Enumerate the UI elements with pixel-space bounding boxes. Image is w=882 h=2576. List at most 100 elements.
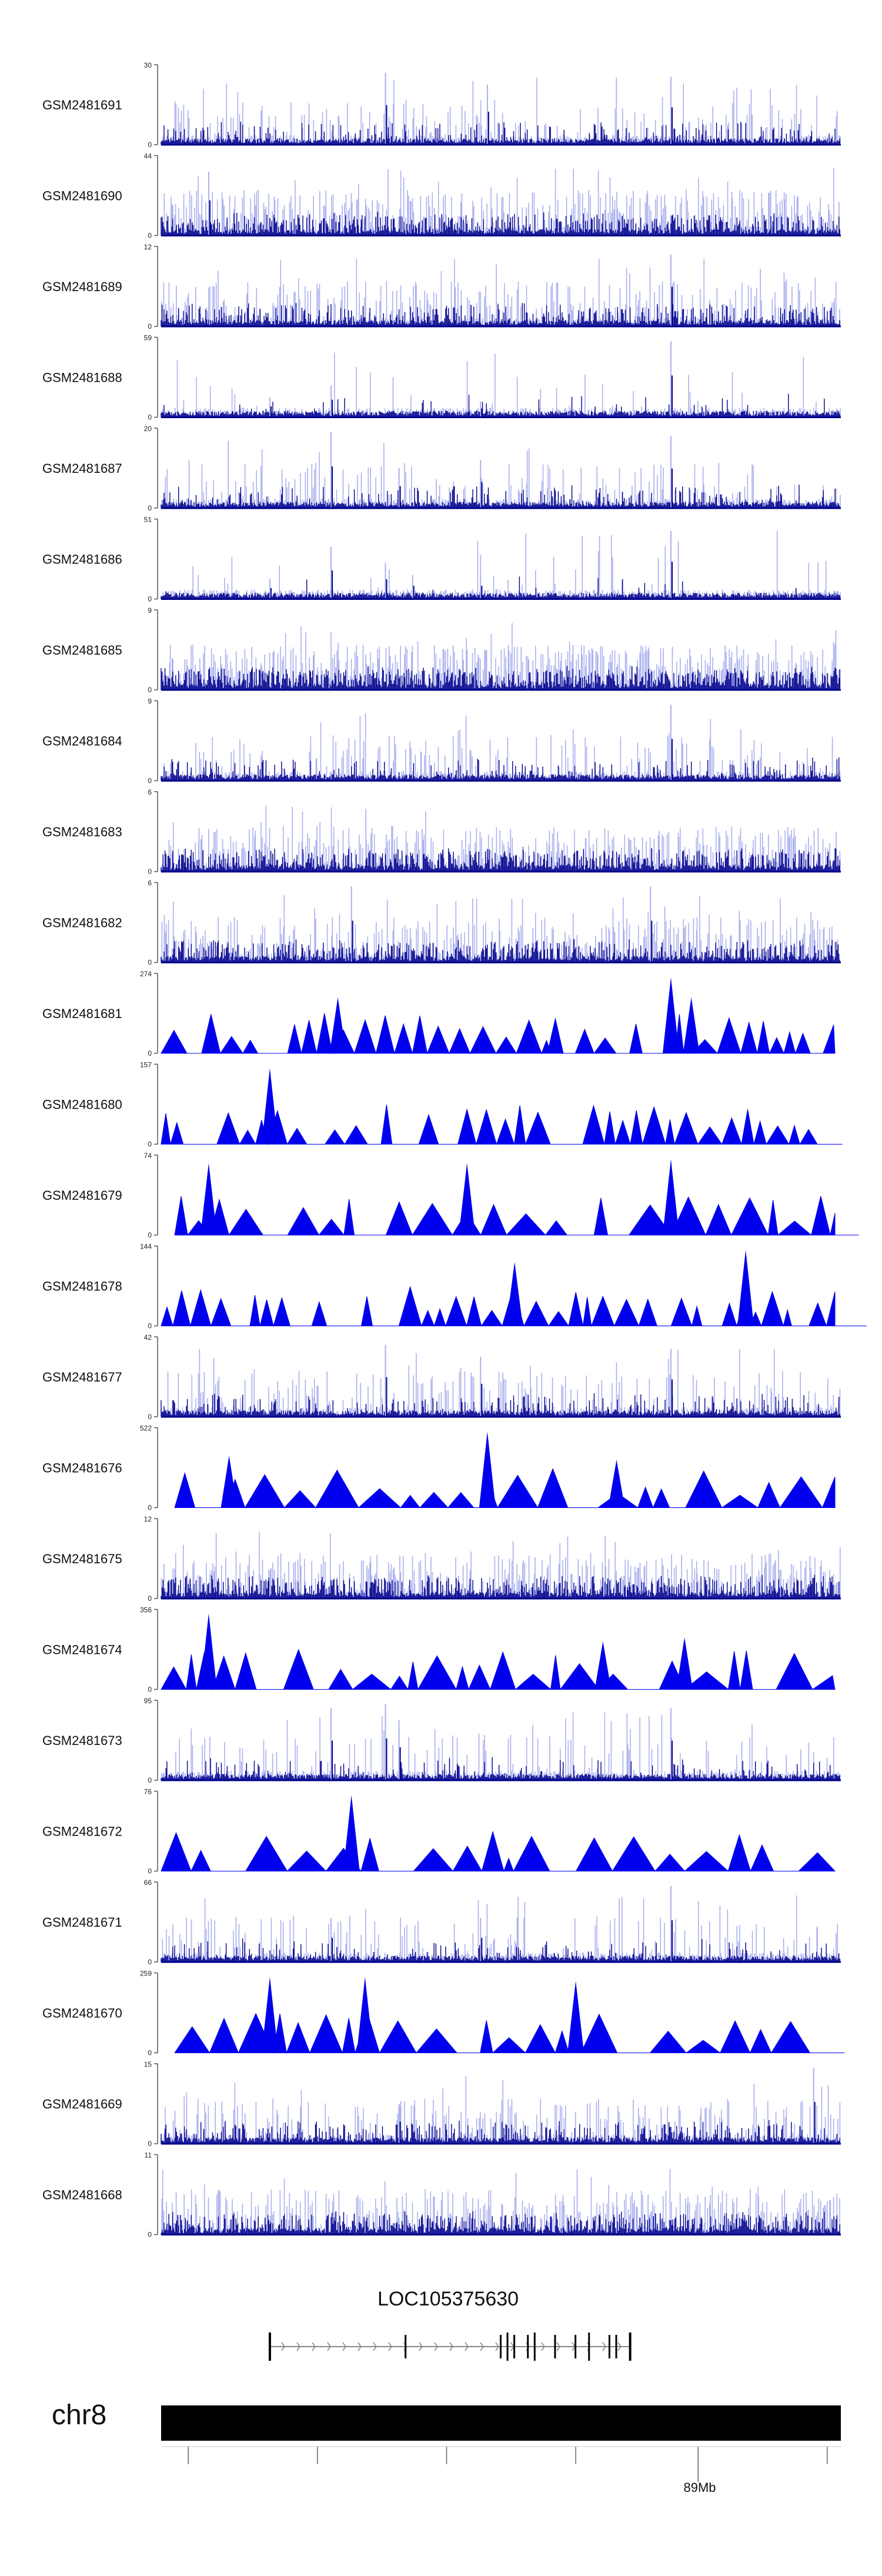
track-GSM2481669: GSM2481669 15 0	[42, 2060, 841, 2148]
chromosome-label: chr8	[52, 2400, 106, 2431]
signal-peak	[737, 1250, 754, 1326]
y-tick-label-max: 144	[140, 1243, 152, 1251]
signal-bars-light	[161, 713, 841, 781]
y-tick-label-max: 6	[148, 788, 152, 796]
signal-peak	[547, 1017, 564, 1053]
signal-peak	[261, 1977, 278, 2053]
track-GSM2481673: GSM2481673 95 0	[42, 1697, 841, 1784]
y-tick-label-zero: 0	[148, 867, 152, 876]
y-tick-label-max: 30	[144, 61, 152, 69]
signal-bars-dark	[161, 393, 840, 418]
signal-area	[174, 2011, 845, 2054]
strand-arrow	[465, 2342, 469, 2351]
track-GSM2481675: GSM2481675 12 0	[42, 1515, 841, 1603]
track-GSM2481686: GSM2481686 51 0	[42, 516, 841, 603]
track-label: GSM2481686	[42, 552, 122, 567]
track-label: GSM2481679	[42, 1188, 122, 1203]
y-tick-label-zero: 0	[148, 413, 152, 422]
signal-peak	[329, 997, 346, 1053]
gene-exon	[588, 2333, 590, 2361]
gene-exon	[513, 2335, 516, 2358]
y-tick-label-max: 6	[148, 879, 152, 887]
signal-bars-light	[161, 1531, 841, 1599]
y-tick-label-zero: 0	[148, 1958, 152, 1966]
chromosome-ideogram-track: chr8 89Mb	[52, 2400, 841, 2495]
y-tick-label-max: 157	[140, 1061, 152, 1069]
track-GSM2481670: GSM2481670 259 0	[42, 1970, 845, 2057]
y-tick-label-max: 12	[144, 1515, 152, 1523]
signal-bars-light	[161, 259, 840, 326]
y-tick-label-zero: 0	[148, 2231, 152, 2239]
signal-bars-light	[161, 623, 841, 690]
strand-arrow	[281, 2342, 285, 2351]
y-tick-label-zero: 0	[148, 1413, 152, 1421]
track-GSM2481689: GSM2481689 12 0	[42, 243, 841, 331]
signal-bars-dark	[161, 2120, 840, 2144]
y-tick-label-zero: 0	[148, 1776, 152, 1784]
signal-bars-dark	[161, 1574, 840, 1599]
signal-peak	[459, 1163, 476, 1235]
y-tick-label-zero: 0	[148, 322, 152, 331]
signal-bars-dark	[161, 757, 840, 781]
y-tick-label-max: 9	[148, 698, 152, 706]
signal-peak	[594, 1641, 612, 1690]
signal-bars-dark	[161, 1757, 840, 1780]
y-tick-label-max: 259	[140, 1970, 152, 1978]
signal-bars-dark	[161, 939, 840, 963]
signal-bars-dark	[161, 666, 840, 690]
track-GSM2481674: GSM2481674 356 0	[42, 1606, 836, 1694]
y-tick-label-max: 15	[144, 2060, 152, 2068]
y-tick-label-zero: 0	[148, 595, 152, 603]
signal-peak	[663, 977, 679, 1053]
track-label: GSM2481689	[42, 279, 122, 294]
signal-bars-dark	[161, 303, 840, 326]
gene-exon	[268, 2333, 271, 2361]
y-tick-label-max: 76	[144, 1788, 152, 1796]
track-label: GSM2481690	[42, 189, 122, 203]
signal-bars-light	[161, 441, 841, 508]
strand-arrow	[358, 2342, 362, 2351]
strand-arrow	[602, 2342, 606, 2351]
y-tick-label-max: 95	[144, 1697, 152, 1705]
gene-exon	[506, 2333, 509, 2361]
track-label: GSM2481688	[42, 371, 122, 385]
gene-label: LOC105375630	[377, 2288, 519, 2310]
track-GSM2481672: GSM2481672 76 0	[42, 1788, 836, 1876]
track-label: GSM2481670	[42, 2006, 122, 2021]
strand-arrow	[556, 2342, 560, 2351]
track-label: GSM2481683	[42, 825, 122, 839]
signal-peak	[506, 1262, 523, 1326]
y-tick-label-max: 42	[144, 1333, 152, 1342]
signal-bars-light	[161, 352, 841, 418]
y-tick-label-zero: 0	[148, 1049, 152, 1057]
y-tick-label-zero: 0	[148, 686, 152, 694]
signal-area	[161, 1013, 836, 1055]
track-label: GSM2481668	[42, 2188, 122, 2203]
track-GSM2481683: GSM2481683 6 0	[42, 788, 841, 876]
y-tick-label-max: 12	[144, 243, 152, 251]
y-tick-label-zero: 0	[148, 504, 152, 512]
signal-bars-light	[161, 1349, 841, 1417]
signal-area	[161, 1830, 836, 1873]
gene-exon	[533, 2333, 536, 2361]
signal-bars-dark	[161, 212, 840, 236]
chromosome-bar	[161, 2405, 841, 2441]
track-label: GSM2481673	[42, 1733, 122, 1748]
y-tick-label-max: 20	[144, 425, 152, 433]
gene-annotation-track: LOC105375630	[268, 2288, 632, 2361]
y-tick-label-max: 356	[140, 1606, 152, 1614]
y-tick-label-zero: 0	[148, 2049, 152, 2057]
y-tick-label-zero: 0	[148, 1867, 152, 1876]
signal-area	[161, 1649, 836, 1691]
gene-exon	[405, 2335, 407, 2358]
track-label: GSM2481678	[42, 1279, 122, 1294]
signal-peak	[200, 1163, 217, 1235]
signal-peak	[608, 1459, 625, 1508]
y-tick-label-zero: 0	[148, 959, 152, 967]
strand-arrow	[449, 2342, 453, 2351]
y-tick-label-zero: 0	[148, 1322, 152, 1330]
strand-arrow	[312, 2342, 316, 2351]
strand-arrow	[541, 2342, 545, 2351]
track-label: GSM2481691	[42, 98, 122, 112]
track-label: GSM2481675	[42, 1551, 122, 1566]
